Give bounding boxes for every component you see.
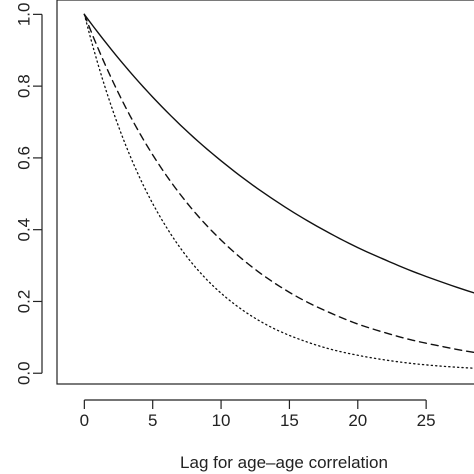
plot-frame	[56, 0, 474, 385]
y-tick-label: 0.4	[14, 218, 33, 242]
y-tick-label: 0.6	[14, 146, 33, 170]
y-tick-label: 0.0	[14, 361, 33, 385]
x-axis: 0 5 10 15 20 25	[80, 399, 436, 430]
x-tick-label: 5	[148, 411, 157, 430]
x-tick-label: 20	[348, 411, 367, 430]
x-axis-title: Lag for age–age correlation	[180, 453, 388, 472]
series-line-solid	[83, 13, 474, 294]
y-tick-label: 0.2	[14, 290, 33, 314]
x-tick-label: 25	[417, 411, 436, 430]
series-layer	[83, 13, 474, 369]
series-line-dashed	[83, 13, 474, 354]
y-tick-label: 1.0	[14, 3, 33, 27]
x-tick-label: 15	[280, 411, 299, 430]
y-tick-label: 0.8	[14, 74, 33, 98]
series-line-dotted	[83, 13, 474, 369]
y-axis: 0.0 0.2 0.4 0.6 0.8 1.0	[14, 3, 43, 385]
x-tick-label: 10	[212, 411, 231, 430]
x-tick-label: 0	[80, 411, 89, 430]
